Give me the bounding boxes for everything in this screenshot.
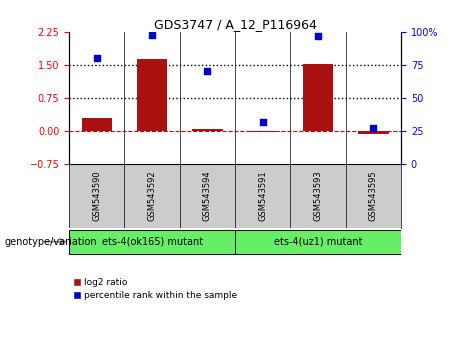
Text: ets-4(uz1) mutant: ets-4(uz1) mutant (274, 237, 362, 247)
Text: GSM543592: GSM543592 (148, 170, 157, 221)
Text: ets-4(ok165) mutant: ets-4(ok165) mutant (101, 237, 203, 247)
Point (259, 119, 266, 125)
Legend: log2 ratio, percentile rank within the sample: log2 ratio, percentile rank within the s… (74, 278, 237, 300)
Text: GSM543591: GSM543591 (258, 170, 267, 221)
Text: GSM543594: GSM543594 (203, 170, 212, 221)
Bar (235, 230, 401, 253)
Bar (248, 131, 278, 132)
Text: GSM543590: GSM543590 (92, 170, 101, 221)
Point (204, 69, 211, 74)
Point (148, 32, 156, 37)
Title: GDS3747 / A_12_P116964: GDS3747 / A_12_P116964 (154, 18, 317, 31)
Bar (192, 129, 223, 131)
Bar (303, 64, 333, 131)
Text: GSM543593: GSM543593 (313, 170, 323, 221)
Bar (69, 230, 235, 253)
Bar (82, 118, 112, 131)
Bar (137, 59, 167, 131)
Bar (358, 131, 389, 134)
Text: GSM543595: GSM543595 (369, 170, 378, 221)
Point (370, 125, 377, 131)
Point (314, 33, 322, 39)
Point (93, 56, 100, 61)
Text: genotype/variation: genotype/variation (5, 237, 97, 247)
